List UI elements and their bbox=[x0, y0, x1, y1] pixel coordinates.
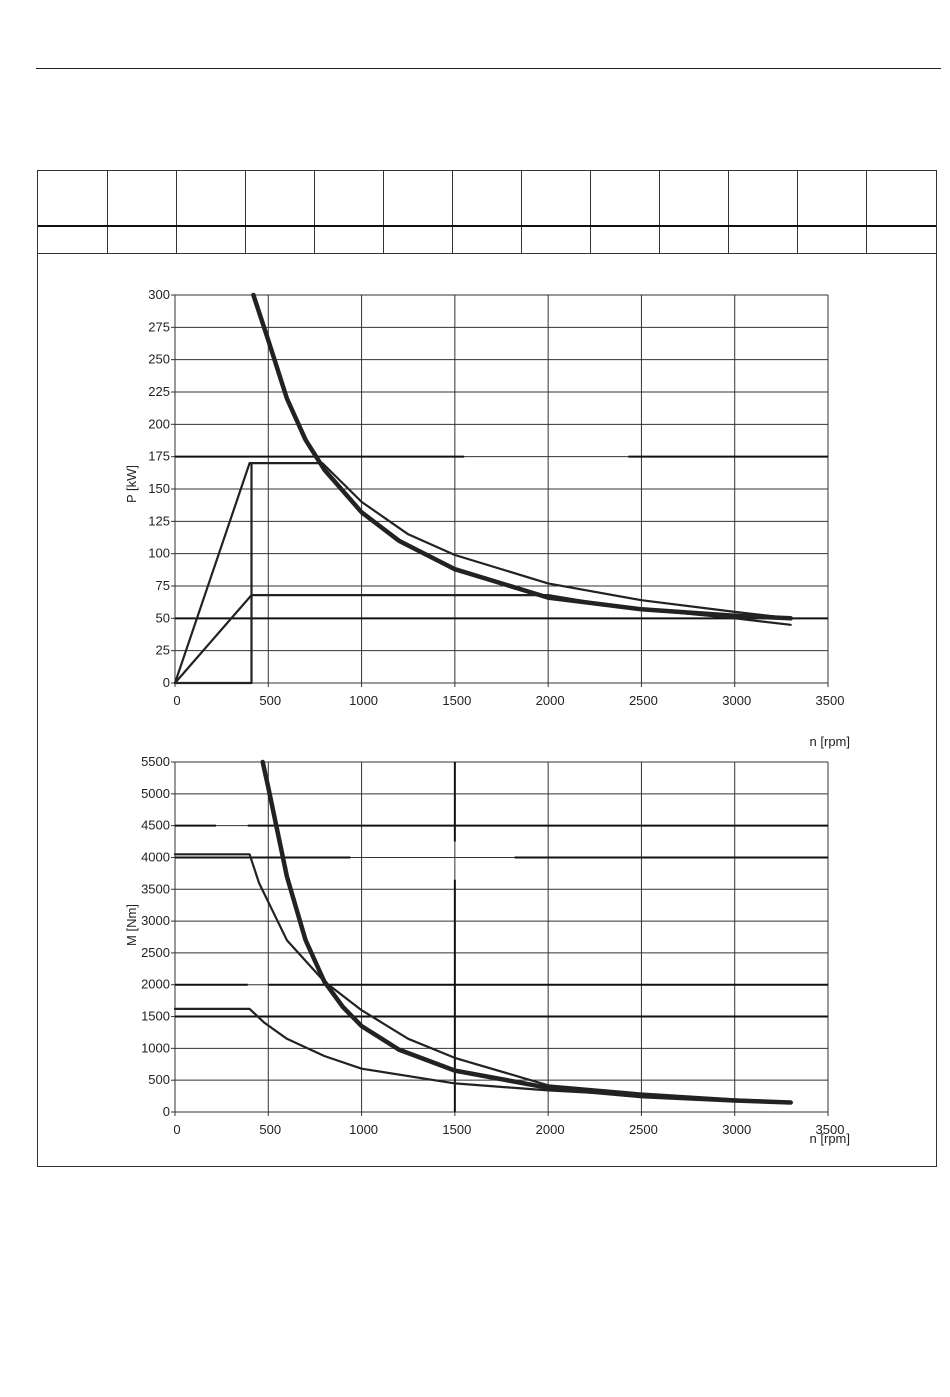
header-cell bbox=[175, 226, 246, 254]
header-cell bbox=[244, 226, 315, 254]
header-cell bbox=[106, 226, 177, 254]
x-tick-label: 1000 bbox=[349, 693, 378, 708]
x-tick-label: 2500 bbox=[629, 693, 658, 708]
header-cell bbox=[38, 171, 108, 227]
header-cell bbox=[382, 226, 453, 254]
y-tick-label: 500 bbox=[148, 1072, 170, 1087]
header-cell bbox=[659, 226, 729, 254]
header-cell bbox=[382, 171, 453, 227]
header-cell bbox=[244, 171, 315, 227]
x-tick-label: 3000 bbox=[722, 693, 751, 708]
header-cell bbox=[728, 226, 798, 254]
header-cell bbox=[797, 171, 867, 227]
x-tick-label: 3500 bbox=[816, 1122, 845, 1137]
x-tick-label: 500 bbox=[259, 1122, 281, 1137]
y-axis-label: P [kW] bbox=[124, 465, 139, 503]
series-line-2 bbox=[173, 1007, 792, 1104]
y-tick-label: 300 bbox=[148, 287, 170, 302]
header-cell bbox=[451, 226, 522, 254]
header-row bbox=[38, 226, 936, 254]
x-tick-label: 2000 bbox=[536, 1122, 565, 1137]
torque-chart: 0500100015002000250030003500400045005000… bbox=[124, 754, 850, 1146]
y-tick-label: 3500 bbox=[141, 881, 170, 896]
header-cell bbox=[728, 171, 798, 227]
x-axis-label: n [rpm] bbox=[810, 1131, 850, 1146]
x-tick-label: 1000 bbox=[349, 1122, 378, 1137]
header-cell bbox=[175, 171, 246, 227]
x-tick-label: 2000 bbox=[536, 693, 565, 708]
y-tick-label: 150 bbox=[148, 481, 170, 496]
header-row bbox=[38, 171, 936, 227]
header-cell bbox=[589, 226, 660, 254]
x-tick-label: 3000 bbox=[722, 1122, 751, 1137]
header-cell bbox=[106, 171, 177, 227]
series-line-0 bbox=[260, 759, 793, 1105]
header-cell bbox=[520, 226, 591, 254]
y-tick-label: 1000 bbox=[141, 1040, 170, 1055]
y-tick-label: 0 bbox=[163, 1104, 170, 1119]
y-tick-label: 5000 bbox=[141, 786, 170, 801]
y-tick-label: 25 bbox=[156, 643, 170, 658]
x-axis-label: n [rpm] bbox=[810, 734, 850, 749]
header-table bbox=[38, 171, 936, 254]
top-rule bbox=[36, 68, 941, 69]
x-tick-label: 3500 bbox=[816, 693, 845, 708]
header-cell bbox=[866, 226, 936, 254]
y-tick-label: 275 bbox=[148, 319, 170, 334]
header-cell bbox=[313, 171, 384, 227]
y-tick-label: 175 bbox=[148, 449, 170, 464]
series-line-1 bbox=[173, 853, 792, 1103]
header-cell bbox=[38, 226, 108, 254]
header-cell bbox=[520, 171, 591, 227]
x-tick-label: 0 bbox=[173, 693, 180, 708]
y-tick-label: 3000 bbox=[141, 913, 170, 928]
x-tick-label: 2500 bbox=[629, 1122, 658, 1137]
y-tick-label: 0 bbox=[163, 675, 170, 690]
y-tick-label: 75 bbox=[156, 578, 170, 593]
y-tick-label: 200 bbox=[148, 416, 170, 431]
figure-frame bbox=[37, 170, 937, 1167]
x-tick-label: 1500 bbox=[442, 1122, 471, 1137]
header-cell bbox=[659, 171, 729, 227]
header-cell bbox=[797, 226, 867, 254]
header-cell bbox=[866, 171, 936, 227]
y-tick-label: 4500 bbox=[141, 818, 170, 833]
y-tick-label: 5500 bbox=[141, 754, 170, 769]
header-cell bbox=[589, 171, 660, 227]
x-tick-label: 1500 bbox=[442, 693, 471, 708]
y-tick-label: 4000 bbox=[141, 849, 170, 864]
y-tick-label: 100 bbox=[148, 546, 170, 561]
x-tick-label: 0 bbox=[173, 1122, 180, 1137]
y-tick-label: 50 bbox=[156, 610, 170, 625]
y-tick-label: 225 bbox=[148, 384, 170, 399]
header-cell bbox=[451, 171, 522, 227]
series-line-1 bbox=[173, 462, 792, 685]
y-tick-label: 2500 bbox=[141, 945, 170, 960]
y-tick-label: 125 bbox=[148, 513, 170, 528]
x-tick-label: 500 bbox=[259, 693, 281, 708]
series-line-3 bbox=[173, 462, 253, 685]
y-tick-label: 1500 bbox=[141, 1009, 170, 1024]
y-tick-label: 250 bbox=[148, 352, 170, 367]
y-tick-label: 2000 bbox=[141, 977, 170, 992]
y-axis-label: M [Nm] bbox=[124, 904, 139, 946]
header-cell bbox=[313, 226, 384, 254]
